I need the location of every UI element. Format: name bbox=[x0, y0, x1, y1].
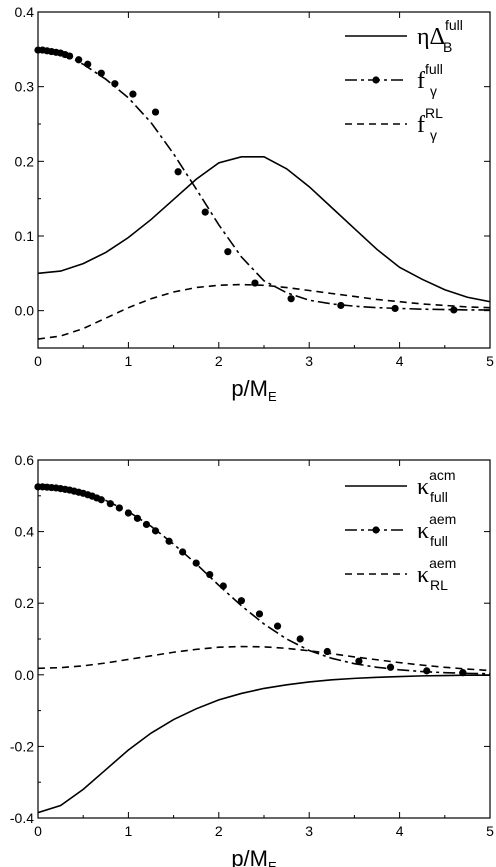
series-marker bbox=[165, 537, 173, 545]
series-marker bbox=[115, 504, 123, 512]
plot-frame bbox=[37, 459, 491, 819]
x-tick-label: 5 bbox=[486, 353, 494, 369]
series-marker bbox=[84, 60, 92, 68]
series-line-2 bbox=[38, 48, 490, 311]
series-marker bbox=[142, 520, 151, 529]
series-marker bbox=[106, 500, 114, 508]
legend-marker bbox=[372, 526, 380, 534]
y-tick-label: 0.4 bbox=[15, 4, 35, 20]
y-tick-label: 0.2 bbox=[15, 153, 35, 169]
series-marker bbox=[273, 622, 282, 630]
series-marker bbox=[450, 306, 458, 314]
x-tick-label: 1 bbox=[125, 353, 133, 369]
legend-sub-1: full bbox=[430, 489, 448, 505]
series-marker bbox=[237, 597, 245, 605]
series-line-3 bbox=[38, 645, 490, 672]
x-tick-label: 3 bbox=[305, 353, 313, 369]
y-tick-label: 0.0 bbox=[15, 303, 35, 319]
series-marker bbox=[296, 635, 304, 643]
series-marker bbox=[219, 582, 227, 590]
series-marker bbox=[287, 295, 295, 303]
series-marker bbox=[255, 610, 264, 618]
legend-sub-3: RL bbox=[430, 577, 448, 593]
series-marker bbox=[423, 667, 431, 675]
series-marker bbox=[224, 248, 232, 256]
series-marker bbox=[174, 168, 182, 176]
series-marker bbox=[206, 570, 214, 579]
y-tick-label: 0.1 bbox=[15, 228, 35, 244]
series-marker bbox=[355, 657, 363, 665]
y-tick-label: 0.6 bbox=[15, 452, 35, 468]
x-tick-label: 1 bbox=[125, 823, 133, 839]
x-tick-label: 4 bbox=[396, 353, 404, 369]
series-marker bbox=[129, 90, 137, 98]
legend-sub-2: full bbox=[430, 533, 448, 549]
y-tick-label: 0.0 bbox=[15, 667, 35, 683]
legend-sub-1: B bbox=[443, 39, 452, 55]
chart-panel-1: 0 1 2 3 4 50.00.10.20.30.4p/MEηΔfullBffullγfR… bbox=[15, 4, 495, 404]
y-tick-label: 0.4 bbox=[15, 524, 35, 540]
plot-frame bbox=[37, 11, 491, 349]
series-marker bbox=[179, 548, 187, 556]
series-marker bbox=[111, 80, 119, 88]
series-marker bbox=[66, 52, 74, 60]
legend-sub-2: γ bbox=[430, 83, 437, 99]
series-line-1 bbox=[38, 156, 490, 303]
series-marker bbox=[75, 56, 83, 64]
series-line-1 bbox=[38, 674, 490, 814]
x-tick-label: 4 bbox=[396, 823, 404, 839]
series-marker bbox=[124, 509, 132, 517]
x-tick-label: 2 bbox=[215, 823, 223, 839]
series-marker bbox=[133, 514, 142, 522]
x-axis-title: p/ME bbox=[231, 376, 277, 404]
series-marker bbox=[391, 304, 399, 313]
chart-panel-2: 0 1 2 3 4 5-0.4-0.20.00.20.40.6p/MEκacmfullκa… bbox=[10, 452, 494, 867]
series-marker bbox=[337, 301, 345, 310]
series-marker bbox=[201, 208, 209, 216]
series-marker bbox=[97, 496, 105, 504]
series-marker bbox=[459, 669, 467, 677]
x-tick-label: 2 bbox=[215, 353, 223, 369]
x-tick-label: 3 bbox=[305, 823, 313, 839]
series-marker bbox=[151, 527, 160, 535]
y-tick-label: -0.4 bbox=[10, 810, 34, 826]
x-tick-label: 5 bbox=[486, 823, 494, 839]
x-tick-label: 0 bbox=[34, 353, 42, 369]
series-marker bbox=[97, 69, 105, 77]
y-tick-label: 0.2 bbox=[15, 595, 35, 611]
series-line-3 bbox=[38, 283, 490, 340]
legend-label-1: ηΔfull bbox=[417, 17, 463, 50]
x-tick-label: 0 bbox=[34, 823, 42, 839]
series-marker bbox=[151, 108, 160, 116]
y-tick-label: -0.2 bbox=[10, 738, 34, 754]
series-marker bbox=[386, 663, 395, 671]
y-tick-label: 0.3 bbox=[15, 79, 35, 95]
x-axis-title: p/ME bbox=[231, 846, 277, 867]
legend-marker bbox=[372, 76, 380, 84]
legend-sub-3: γ bbox=[430, 127, 437, 143]
series-marker bbox=[192, 559, 200, 567]
